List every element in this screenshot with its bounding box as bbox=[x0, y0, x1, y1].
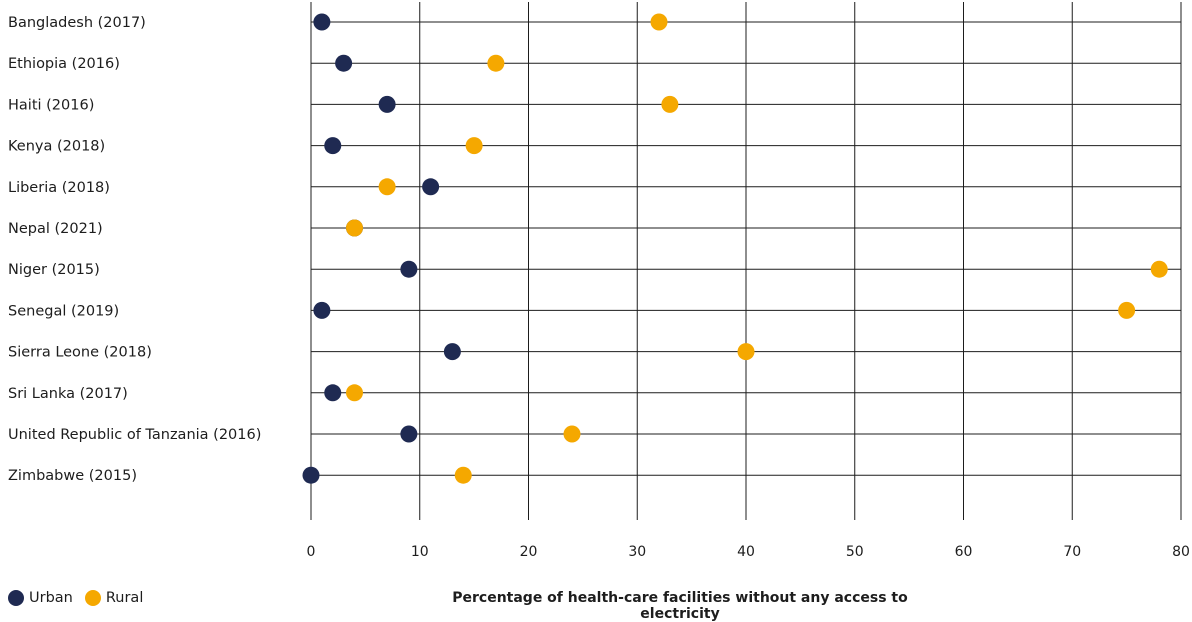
point-rural-4 bbox=[378, 178, 396, 196]
data-points bbox=[302, 13, 1168, 484]
point-urban-2 bbox=[378, 95, 396, 113]
point-urban-10 bbox=[400, 425, 418, 443]
point-urban-9 bbox=[324, 384, 342, 402]
point-rural-10 bbox=[563, 425, 581, 443]
category-labels: Bangladesh (2017) Ethiopia (2016) Haiti (2… bbox=[8, 15, 261, 484]
point-rural-8 bbox=[737, 343, 755, 361]
point-urban-0 bbox=[313, 13, 331, 31]
point-rural-6 bbox=[1150, 260, 1168, 278]
x-tick-label-0: 0 bbox=[307, 544, 316, 560]
x-tick-labels: 0 10 20 30 40 50 60 70 80 bbox=[307, 544, 1190, 560]
point-urban-8 bbox=[443, 343, 461, 361]
legend-label-urban: Urban bbox=[29, 590, 73, 606]
x-tick-label-80: 80 bbox=[1172, 544, 1190, 560]
point-rural-2 bbox=[661, 95, 679, 113]
point-urban-3 bbox=[324, 137, 342, 155]
point-rural-5 bbox=[346, 219, 363, 237]
legend-item-rural: Rural bbox=[84, 590, 144, 606]
x-tick-label-60: 60 bbox=[955, 544, 973, 560]
point-rural-11 bbox=[454, 466, 472, 484]
category-label-10: United Republic of Tanzania (2016) bbox=[8, 427, 261, 443]
category-label-11: Zimbabwe (2015) bbox=[8, 468, 137, 484]
x-tick-label-40: 40 bbox=[737, 544, 755, 560]
point-rural-1 bbox=[487, 54, 505, 72]
point-urban-1 bbox=[335, 54, 353, 72]
point-rural-9 bbox=[346, 384, 363, 402]
point-urban-11 bbox=[302, 466, 320, 484]
category-label-4: Liberia (2018) bbox=[8, 180, 110, 196]
x-tick-label-70: 70 bbox=[1063, 544, 1081, 560]
point-urban-7 bbox=[313, 301, 331, 319]
gridlines bbox=[310, 2, 1182, 520]
category-label-7: Senegal (2019) bbox=[8, 303, 119, 319]
x-tick-label-20: 20 bbox=[520, 544, 538, 560]
legend: Urban Rural bbox=[8, 590, 155, 606]
point-urban-6 bbox=[400, 260, 418, 278]
category-label-5: Nepal (2021) bbox=[8, 221, 103, 237]
category-label-3: Kenya (2018) bbox=[8, 139, 105, 155]
legend-item-urban: Urban bbox=[8, 590, 73, 606]
point-urban-4 bbox=[422, 178, 440, 196]
legend-swatch-urban bbox=[8, 590, 24, 606]
chart: Bangladesh (2017) Ethiopia (2016) Haiti (2… bbox=[8, 2, 1190, 560]
point-rural-7 bbox=[1118, 301, 1136, 319]
x-axis-title: Percentage of health-care facilities wit… bbox=[452, 590, 908, 622]
category-label-9: Sri Lanka (2017) bbox=[8, 386, 128, 402]
legend-label-rural: Rural bbox=[105, 590, 144, 606]
x-tick-label-50: 50 bbox=[846, 544, 864, 560]
category-label-2: Haiti (2016) bbox=[8, 97, 94, 113]
category-label-1: Ethiopia (2016) bbox=[8, 56, 120, 72]
point-rural-3 bbox=[465, 137, 483, 155]
x-tick-label-10: 10 bbox=[411, 544, 429, 560]
category-label-6: Niger (2015) bbox=[8, 262, 100, 278]
x-tick-label-30: 30 bbox=[628, 544, 646, 560]
point-rural-0 bbox=[650, 13, 668, 31]
legend-swatch-rural bbox=[84, 590, 101, 606]
category-label-8: Sierra Leone (2018) bbox=[8, 345, 152, 361]
category-label-0: Bangladesh (2017) bbox=[8, 15, 146, 31]
